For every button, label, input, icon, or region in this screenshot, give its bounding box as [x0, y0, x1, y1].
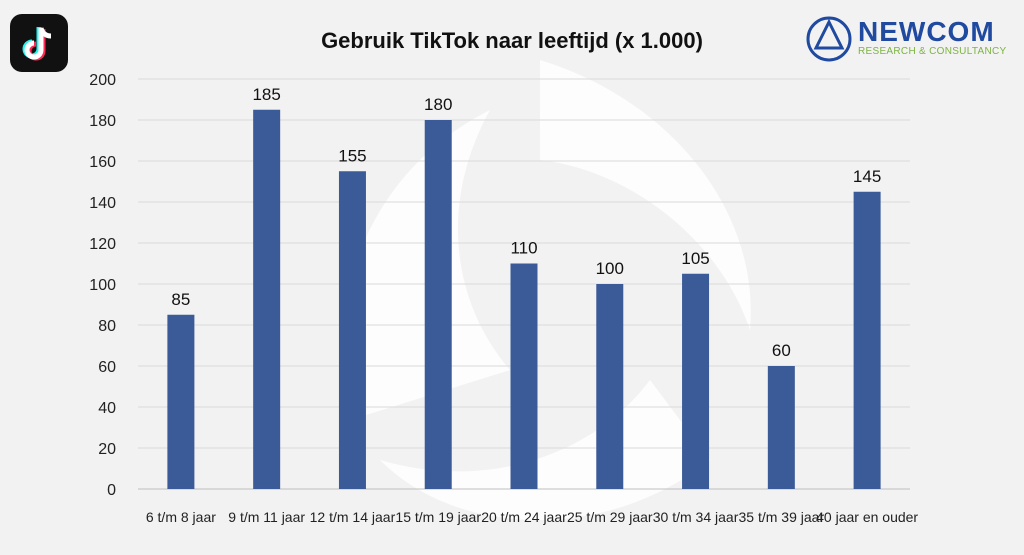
bar — [767, 366, 795, 489]
data-label: 155 — [338, 146, 366, 165]
data-label: 180 — [424, 95, 452, 114]
bar — [253, 109, 281, 489]
tiktok-logo-icon — [10, 14, 68, 72]
y-tick-label: 40 — [98, 400, 116, 417]
bar — [510, 263, 538, 489]
y-tick-label: 60 — [98, 359, 116, 376]
bar — [596, 284, 624, 489]
bar — [167, 314, 195, 489]
y-tick-label: 0 — [107, 482, 116, 499]
y-tick-label: 100 — [89, 277, 116, 294]
x-tick-label: 40 jaar en ouder — [816, 509, 918, 525]
data-label: 145 — [853, 167, 881, 186]
bar — [338, 171, 366, 489]
data-label: 110 — [510, 239, 537, 258]
y-tick-label: 180 — [89, 113, 116, 130]
brand-subtitle: RESEARCH & CONSULTANCY — [858, 46, 1007, 57]
x-tick-label: 25 t/m 29 jaar — [567, 509, 653, 525]
y-tick-label: 120 — [89, 236, 116, 253]
newcom-logo-icon — [806, 16, 852, 62]
x-tick-label: 15 t/m 19 jaar — [395, 509, 481, 525]
data-label: 60 — [772, 341, 791, 360]
y-tick-label: 80 — [98, 318, 116, 335]
y-tick-label: 20 — [98, 441, 116, 458]
data-label: 100 — [596, 259, 624, 278]
newcom-brand: NEWCOM RESEARCH & CONSULTANCY — [806, 16, 1016, 62]
y-tick-label: 160 — [89, 154, 116, 171]
y-tick-label: 140 — [89, 195, 116, 212]
bar — [853, 191, 881, 489]
x-tick-label: 35 t/m 39 jaar — [739, 509, 825, 525]
data-label: 105 — [681, 249, 709, 268]
bar — [424, 120, 452, 489]
x-tick-label: 6 t/m 8 jaar — [146, 509, 216, 525]
x-tick-label: 12 t/m 14 jaar — [310, 509, 396, 525]
bar — [682, 273, 710, 489]
x-tick-label: 30 t/m 34 jaar — [653, 509, 739, 525]
chart-title: Gebruik TikTok naar leeftijd (x 1.000) — [321, 28, 703, 53]
y-tick-label: 200 — [89, 72, 116, 89]
x-tick-label: 20 t/m 24 jaar — [481, 509, 567, 525]
data-label: 85 — [171, 290, 190, 309]
x-tick-label: 9 t/m 11 jaar — [228, 509, 305, 525]
brand-name: NEWCOM — [858, 16, 995, 47]
data-label: 185 — [252, 85, 280, 104]
